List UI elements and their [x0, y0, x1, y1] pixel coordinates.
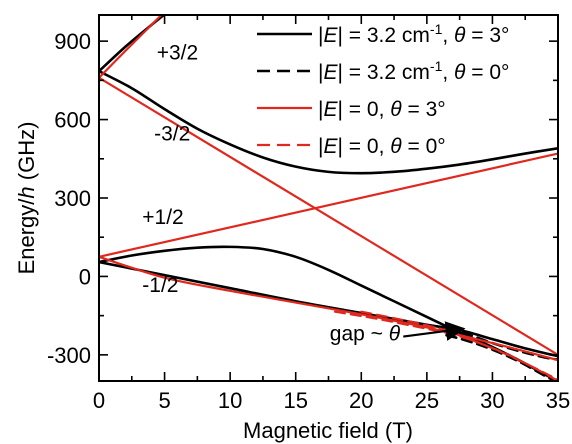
series-line-12 [360, 310, 558, 381]
y-tick-label: 0 [79, 264, 91, 289]
gap-arrow [403, 321, 466, 341]
legend-entry: |E| = 3.2 cm-1, θ = 3° [318, 21, 509, 47]
axis-ticks [98, 15, 559, 381]
legend: |E| = 3.2 cm-1, θ = 3° |E| = 3.2 cm-1, θ … [257, 21, 509, 158]
y-tick-label: 900 [54, 29, 91, 54]
x-tick-label: 30 [480, 388, 504, 413]
x-axis-label: Magnetic field (T) [243, 418, 413, 443]
series-line-10 [99, 255, 558, 362]
x-tick-label: 5 [158, 388, 170, 413]
series-line-9 [99, 152, 558, 258]
legend-entry: |E| = 3.2 cm-1, θ = 0° [318, 58, 509, 84]
y-tick-label: 600 [54, 108, 91, 133]
level-label: -3/2 [154, 122, 190, 145]
y-tick-label: 300 [54, 186, 91, 211]
series-line-7 [99, 15, 163, 79]
legend-entry: |E| = 0, θ = 3° [318, 98, 446, 121]
x-tick-label: 20 [349, 388, 373, 413]
level-labels: +3/2 -3/2 +1/2 -1/2 [142, 41, 198, 297]
series-line-2 [99, 69, 558, 175]
y-tick-label: -300 [47, 343, 91, 368]
x-tick-label: 10 [218, 388, 242, 413]
series-line-8 [99, 76, 558, 356]
level-label: +3/2 [157, 41, 198, 64]
x-tick-label: 0 [93, 388, 105, 413]
legend-entry: |E| = 0, θ = 0° [318, 135, 446, 158]
x-tick-label: 25 [415, 388, 439, 413]
x-tick-label: 15 [283, 388, 307, 413]
y-axis-label: Energy/h (GHz) [14, 122, 39, 275]
level-label: +1/2 [142, 206, 183, 229]
level-label: -1/2 [142, 274, 178, 297]
x-tick-label: 35 [546, 388, 570, 413]
gap-annotation: gap ~ θ [330, 321, 466, 345]
gap-label: gap ~ θ [330, 322, 401, 345]
